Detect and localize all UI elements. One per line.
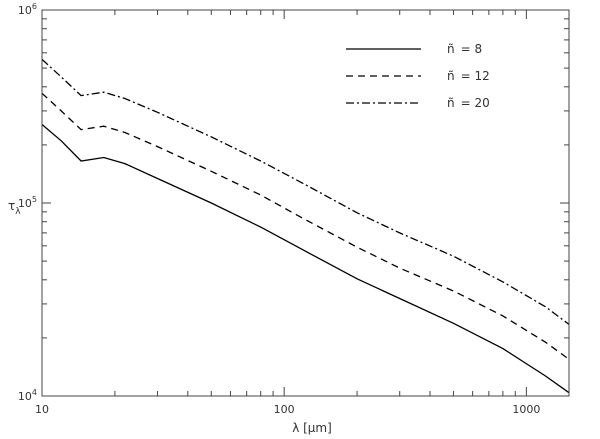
y-tick-label-exponent: 4 (32, 388, 37, 397)
y-tick-label-base: 10 (18, 4, 32, 17)
y-axis-title-main: τ (8, 199, 15, 213)
x-axis-title: λ [μm] (292, 421, 332, 435)
series-line (41, 58, 570, 325)
y-tick-label: 106 (18, 2, 37, 17)
y-tick-label-exponent: 5 (32, 195, 37, 204)
legend-label: ñ = 12 (447, 69, 490, 83)
plot-area (41, 58, 570, 394)
legend-value: = 12 (461, 69, 490, 83)
x-tick-label: 1000 (512, 403, 540, 416)
legend-label: ñ = 20 (447, 96, 490, 110)
legend-symbol: ñ (447, 96, 455, 110)
y-tick-label-base: 10 (18, 197, 32, 210)
series-line (41, 92, 570, 360)
legend-symbol: ñ (447, 42, 455, 56)
legend-value: = 20 (461, 96, 490, 110)
x-tick-label: 100 (274, 403, 295, 416)
y-axis-title-sub: λ (15, 207, 21, 217)
y-tick-label: 104 (18, 388, 37, 403)
y-axis-title: τλ (8, 199, 21, 217)
legend-value: = 8 (461, 42, 483, 56)
legend-symbol: ñ (447, 69, 455, 83)
y-tick-label-base: 10 (18, 390, 32, 403)
x-tick-label: 10 (35, 403, 49, 416)
y-tick-label: 105 (18, 195, 37, 210)
legend: ñ = 8 ñ = 12 ñ = 20 (346, 42, 490, 110)
series-line (41, 124, 570, 394)
y-tick-label-exponent: 6 (32, 2, 37, 11)
legend-label: ñ = 8 (447, 42, 482, 56)
